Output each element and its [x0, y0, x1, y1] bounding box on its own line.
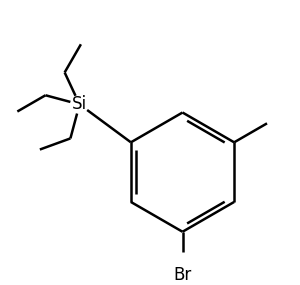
- Text: Br: Br: [173, 266, 192, 284]
- Text: Si: Si: [72, 95, 87, 113]
